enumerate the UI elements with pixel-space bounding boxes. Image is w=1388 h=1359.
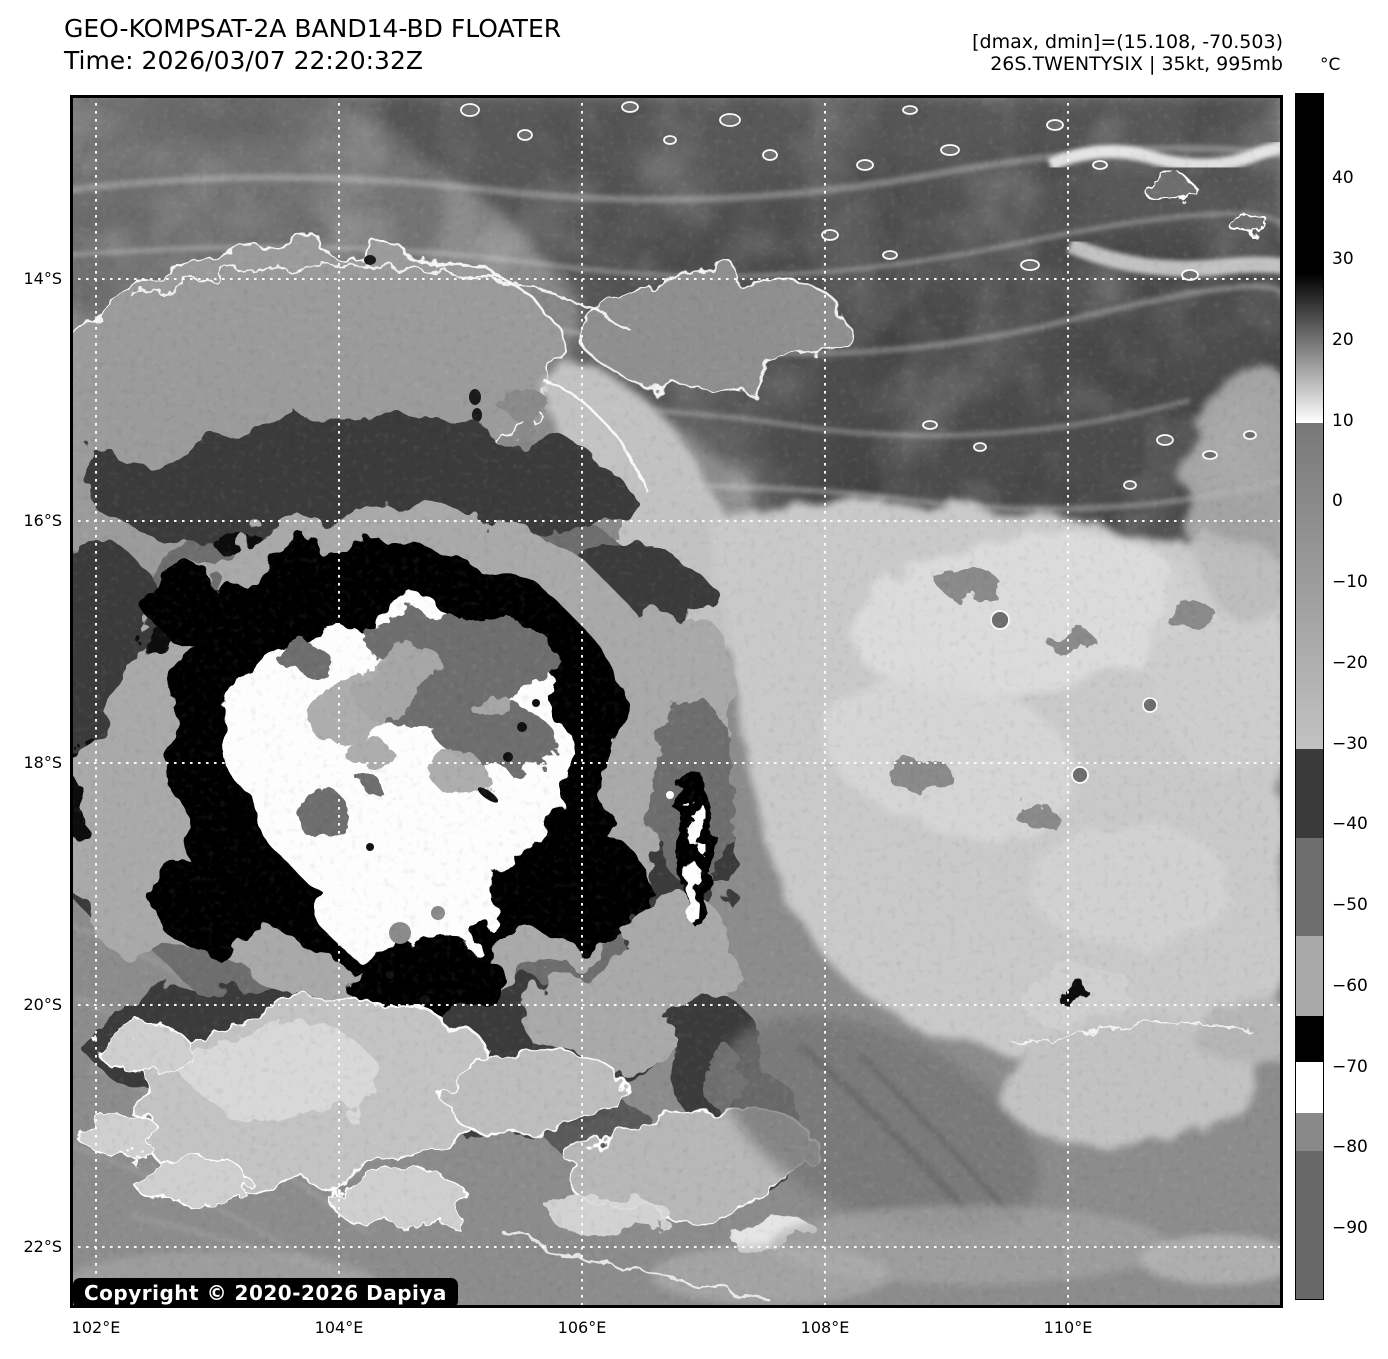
lon-label: 104°E	[314, 1318, 364, 1337]
page-title: GEO-KOMPSAT-2A BAND14-BD FLOATER	[64, 14, 562, 43]
lat-label: 20°S	[23, 995, 62, 1014]
colorbar-tick: 40	[1332, 168, 1354, 188]
storm-info-label: 26S.TWENTYSIX | 35kt, 995mb	[990, 53, 1283, 75]
lat-label: 16°S	[23, 511, 62, 530]
colorbar-tick: 0	[1332, 491, 1343, 511]
lat-label: 18°S	[23, 753, 62, 772]
satellite-map	[0, 85, 1388, 1320]
colorbar-tick: 10	[1332, 411, 1354, 431]
colorbar-tick: −10	[1332, 572, 1368, 592]
colorbar-tick: −30	[1332, 734, 1368, 754]
lon-label: 102°E	[71, 1318, 121, 1337]
lat-label: 14°S	[23, 269, 62, 288]
colorbar-tick: −70	[1332, 1057, 1368, 1077]
header-info: [dmax, dmin]=(15.108, -70.503) 26S.TWENT…	[972, 31, 1283, 75]
colorbar-tick: −40	[1332, 814, 1368, 834]
satellite-image	[0, 85, 1388, 1320]
colorbar-tick: −90	[1332, 1218, 1368, 1238]
colorbar-tick: 20	[1332, 330, 1354, 350]
copyright-badge: Copyright © 2020-2026 Dapiya	[73, 1278, 458, 1308]
map-border	[70, 95, 1283, 1308]
dmax-dmin-label: [dmax, dmin]=(15.108, -70.503)	[972, 31, 1283, 53]
colorbar-unit-label: °C	[1320, 55, 1341, 75]
graticule	[70, 95, 1283, 1308]
lon-label: 108°E	[800, 1318, 850, 1337]
colorbar-tick: −50	[1332, 895, 1368, 915]
timestamp-label: Time: 2026/03/07 22:20:32Z	[64, 46, 423, 75]
lon-label: 110°E	[1043, 1318, 1093, 1337]
colorbar-tick: 30	[1332, 249, 1354, 269]
lat-label: 22°S	[23, 1237, 62, 1256]
lon-label: 106°E	[557, 1318, 607, 1337]
colorbar-tick: −80	[1332, 1137, 1368, 1157]
colorbar-tick: −20	[1332, 653, 1368, 673]
grain-overlay	[70, 95, 1283, 1308]
colorbar	[1295, 93, 1324, 1300]
colorbar-tick: −60	[1332, 976, 1368, 996]
